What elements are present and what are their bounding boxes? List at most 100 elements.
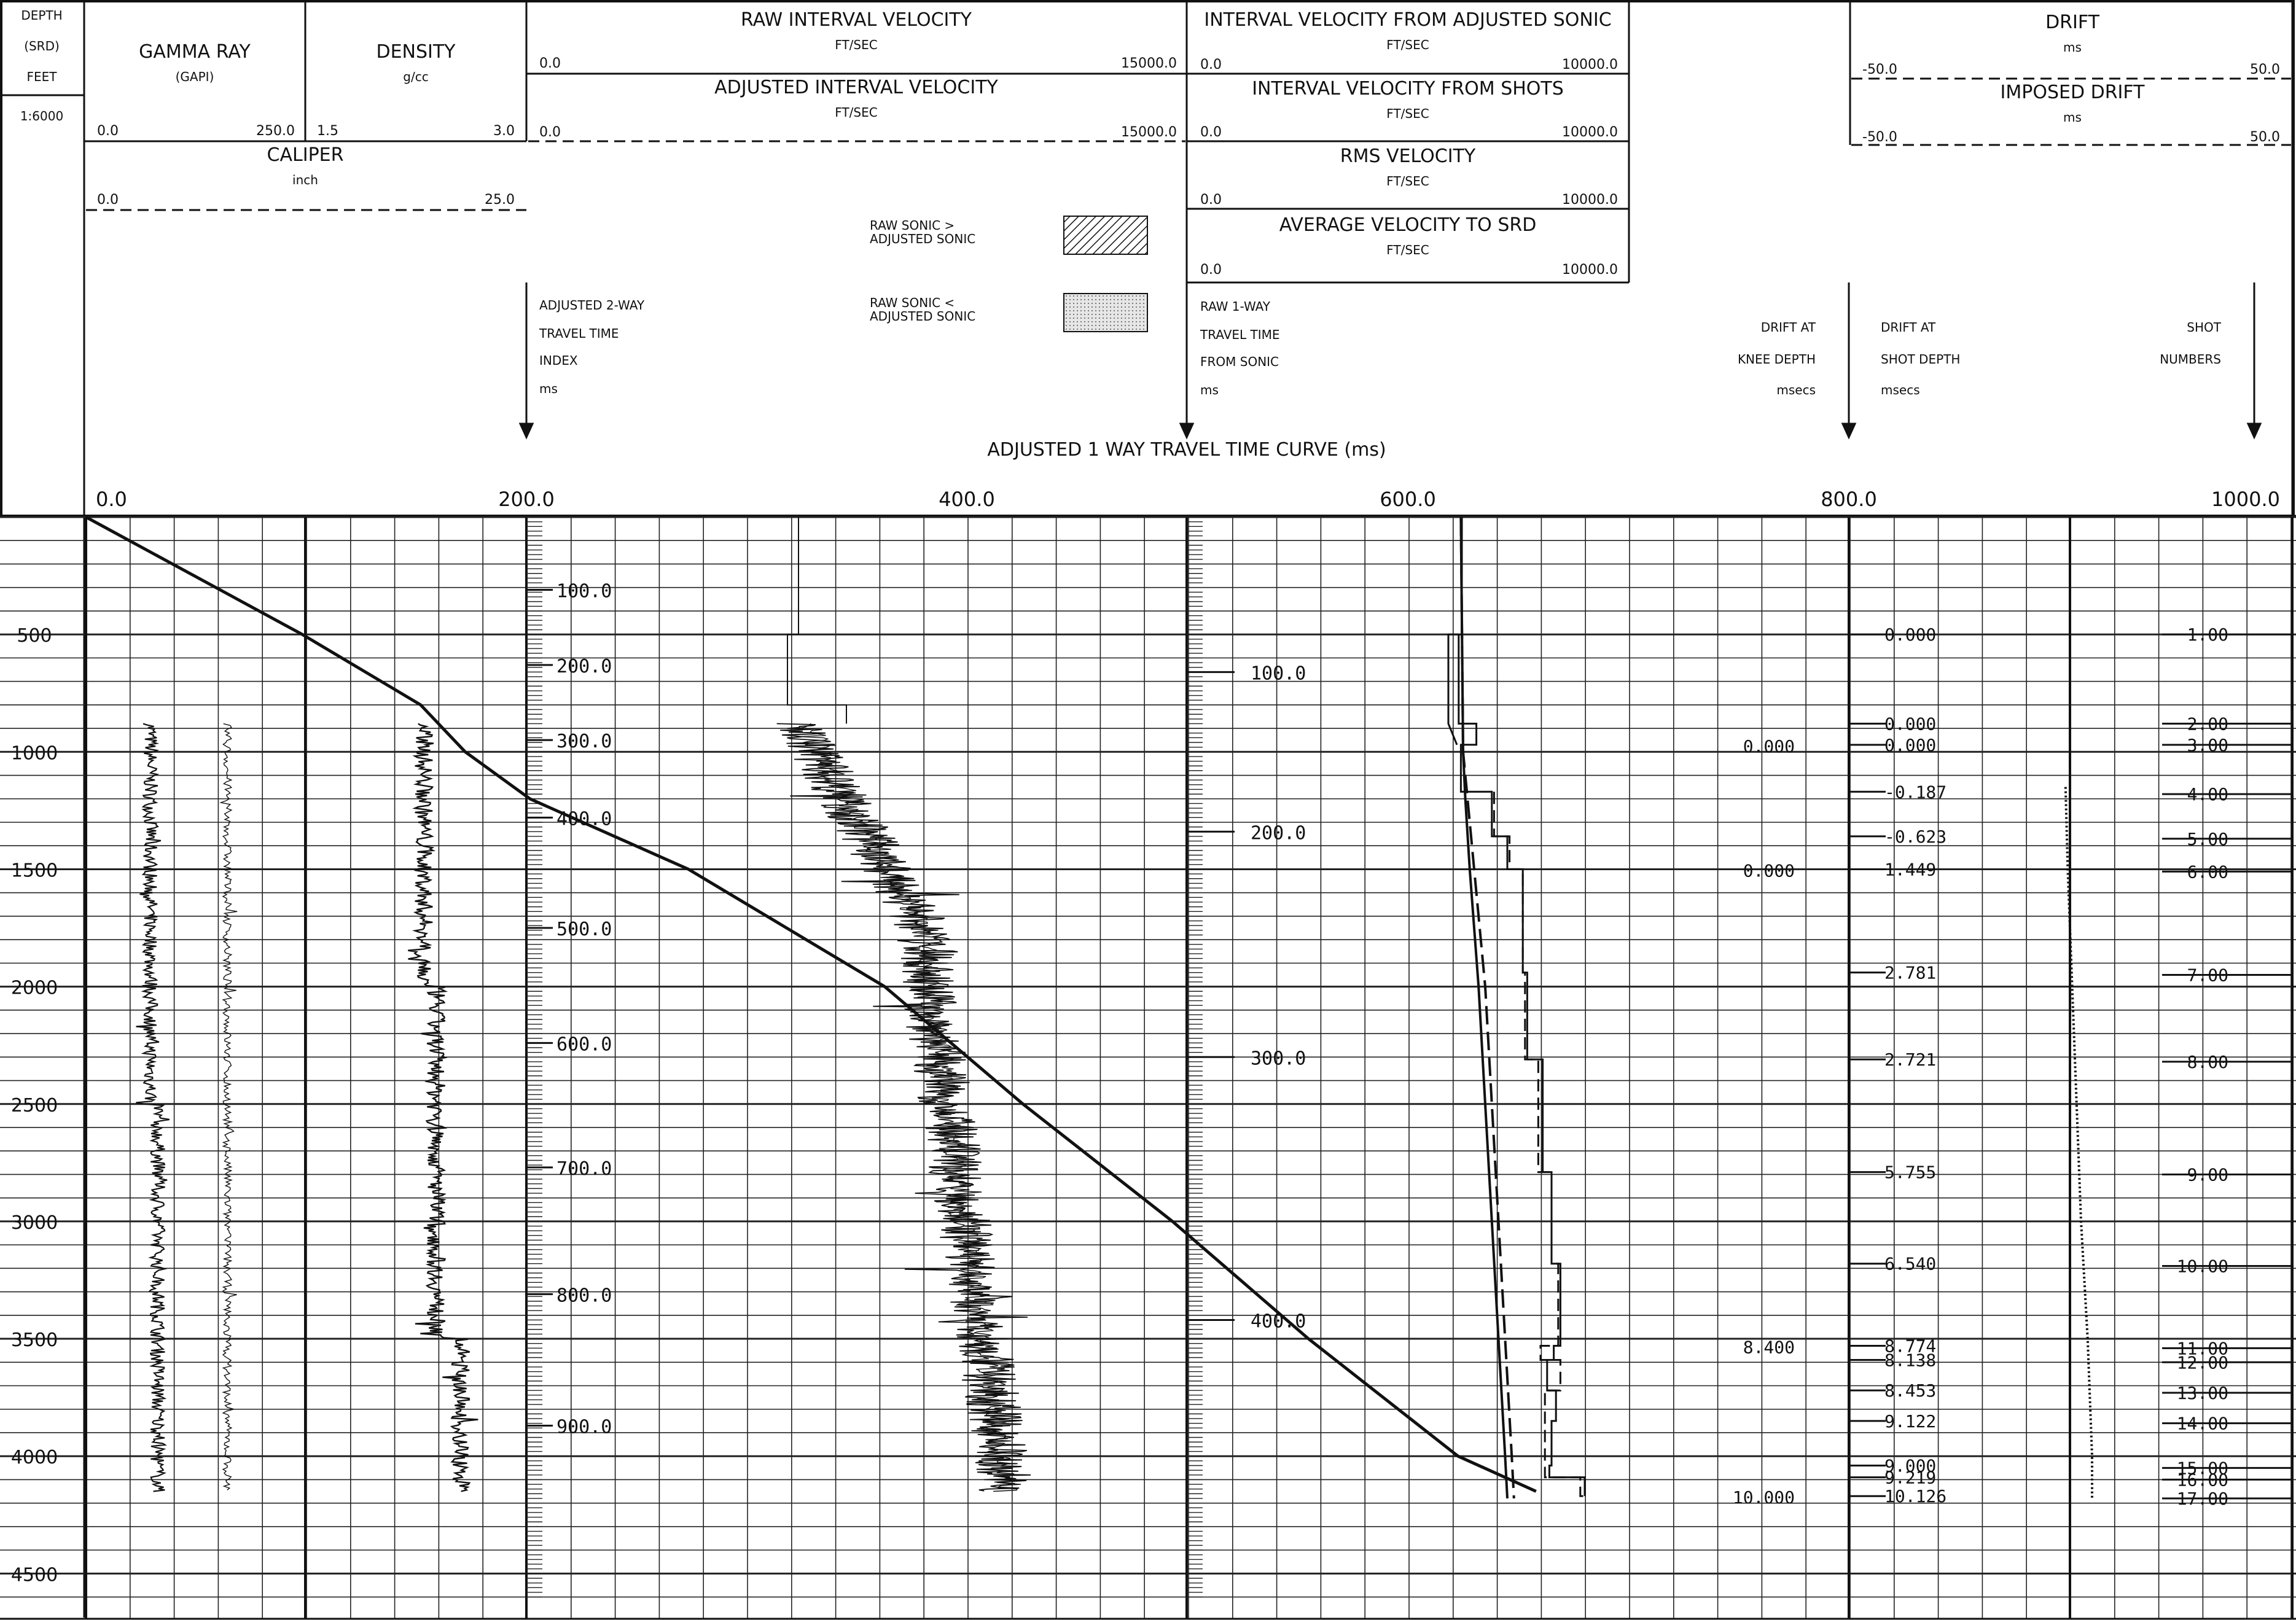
drift-shot-label: 5.755 <box>1884 1162 1936 1183</box>
drift-shot-label: 9.219 <box>1884 1468 1936 1488</box>
gamma-ray-min: 0.0 <box>97 123 119 139</box>
two-way-index-label: 200.0 <box>556 656 612 677</box>
gamma-ray-unit: (GAPI) <box>176 69 214 84</box>
two-way-index-label: 600.0 <box>556 1034 612 1055</box>
legend-greater-line1: RAW SONIC > <box>870 218 955 233</box>
feet-label: FEET <box>27 69 58 84</box>
imposed-drift-max: 50.0 <box>2250 130 2280 145</box>
rms-velocity-curve <box>1459 516 1515 1499</box>
depth-tick-label: 500 <box>17 625 52 647</box>
raw-1way-line1: RAW 1-WAY <box>1200 299 1271 314</box>
gamma-ray-log <box>136 723 170 1492</box>
plot-grid <box>0 516 2296 1620</box>
one-way-index-label: 300.0 <box>1251 1048 1306 1069</box>
tt-tick-1000: 1000.0 <box>2211 488 2280 511</box>
drift-knee-line1: DRIFT AT <box>1761 320 1816 335</box>
gamma-ray-max: 250.0 <box>256 123 295 139</box>
shot-number-label: 13.00 <box>2177 1383 2228 1403</box>
raw-1way-line4: ms <box>1200 383 1219 397</box>
plot-area: 500 1000 1500 2000 2500 3000 3500 4000 4500 100.0… <box>11 515 2292 1586</box>
drift-knee-label: 10.000 <box>1733 1487 1795 1508</box>
shot-number-label: 10.00 <box>2177 1256 2228 1277</box>
depth-tick-label: 1000 <box>11 742 58 764</box>
header-arrows <box>518 282 2262 440</box>
drift-max: 50.0 <box>2250 62 2280 77</box>
drift-knee-label: 0.000 <box>1743 860 1795 881</box>
interval-velocity-shots-curve <box>1458 634 1586 1497</box>
depth-header: DEPTH (SRD) FEET 1:6000 <box>20 8 63 123</box>
near-surface-velocity <box>1447 517 1463 746</box>
rms-unit: FT/SEC <box>1386 174 1429 189</box>
shot-number-label: 2.00 <box>2187 714 2228 734</box>
iv-sonic-unit: FT/SEC <box>1386 37 1429 52</box>
drift-knee-line3: msecs <box>1776 383 1816 397</box>
legend-less-line1: RAW SONIC < <box>870 295 955 310</box>
raw-iv-min: 0.0 <box>539 56 561 71</box>
depth-tick-label: 3000 <box>11 1212 58 1234</box>
depth-tick-label: 1500 <box>11 860 58 881</box>
two-way-index-label: 500.0 <box>556 919 612 940</box>
drift-shot-label: 9.122 <box>1884 1411 1936 1431</box>
tt-tick-0: 0.0 <box>96 488 127 511</box>
caliper-unit: inch <box>292 173 318 187</box>
raw-interval-velocity-log <box>776 723 1031 1492</box>
drift-shot-line3: msecs <box>1881 383 1920 397</box>
adj-2way-line3: INDEX <box>539 353 578 368</box>
imposed-drift-min: -50.0 <box>1862 130 1897 145</box>
drift-knee-label: 8.400 <box>1743 1338 1795 1358</box>
one-way-index-label: 100.0 <box>1251 663 1306 684</box>
iv-sonic-title: INTERVAL VELOCITY FROM ADJUSTED SONIC <box>1204 9 1611 31</box>
drift-shot-label: 8.774 <box>1884 1336 1936 1357</box>
caliper-min: 0.0 <box>97 192 119 208</box>
adjusted-interval-velocity-log <box>797 723 1021 1492</box>
iv-sonic-min: 0.0 <box>1200 57 1222 72</box>
density-max: 3.0 <box>493 123 515 139</box>
two-way-index-label: 400.0 <box>556 808 612 830</box>
density-min: 1.5 <box>317 123 338 139</box>
drift-knee-line2: KNEE DEPTH <box>1738 352 1816 367</box>
drift-title: DRIFT <box>2045 12 2100 33</box>
drift-shot-line2: SHOT DEPTH <box>1881 352 1960 367</box>
shot-number-label: 1.00 <box>2187 625 2228 645</box>
avg-unit: FT/SEC <box>1386 243 1429 257</box>
caliper-title: CALIPER <box>267 144 344 166</box>
drift-shot-label: 6.540 <box>1884 1254 1936 1274</box>
imposed-drift-unit: ms <box>2063 110 2082 125</box>
adj-2way-line1: ADJUSTED 2-WAY <box>539 298 645 313</box>
raw-1way-line2: TRAVEL TIME <box>1200 327 1280 342</box>
drift-shot-line1: DRIFT AT <box>1881 320 1936 335</box>
avg-title: AVERAGE VELOCITY TO SRD <box>1279 214 1537 236</box>
iv-shots-unit: FT/SEC <box>1386 106 1429 121</box>
drift-shot-label: 8.453 <box>1884 1381 1936 1401</box>
iv-sonic-max: 10000.0 <box>1562 57 1618 72</box>
shot-number-label: 4.00 <box>2187 784 2228 804</box>
velocity-headers: INTERVAL VELOCITY FROM ADJUSTED SONIC FT… <box>1189 9 1816 397</box>
density-log <box>408 723 478 1492</box>
iv-shots-min: 0.0 <box>1200 125 1222 140</box>
scale-label: 1:6000 <box>20 109 63 123</box>
depth-tick-label: 2000 <box>11 978 58 999</box>
drift-shot-label: 9.000 <box>1884 1455 1936 1476</box>
raw-1way-line3: FROM SONIC <box>1200 354 1279 369</box>
drift-headers: DRIFT ms -50.0 50.0 IMPOSED DRIFT ms -50… <box>1849 12 2291 397</box>
avg-max: 10000.0 <box>1562 262 1618 278</box>
drift-shot-label: -0.623 <box>1884 827 1947 847</box>
two-way-index-label: 900.0 <box>556 1417 612 1438</box>
depth-tick-label: 4500 <box>11 1564 58 1586</box>
drift-shot-label: 2.721 <box>1884 1049 1936 1070</box>
adj-2way-line2: TRAVEL TIME <box>539 326 619 341</box>
tt-tick-200: 200.0 <box>498 488 555 511</box>
depth-label: DEPTH <box>21 8 62 23</box>
drift-knee-label: 0.000 <box>1743 736 1795 757</box>
legend-less-line2: ADJUSTED SONIC <box>870 309 975 324</box>
interval-velocity-headers: RAW INTERVAL VELOCITY FT/SEC 0.0 15000.0… <box>528 9 1185 396</box>
tt-tick-800: 800.0 <box>1821 488 1877 511</box>
legend-greater-swatch <box>1063 216 1148 255</box>
drift-shot-label: 0.000 <box>1884 735 1936 755</box>
gamma-ray-title: GAMMA RAY <box>139 41 251 63</box>
shot-numbers-line2: NUMBERS <box>2160 352 2221 367</box>
rms-max: 10000.0 <box>1562 192 1618 208</box>
shot-number-label: 15.00 <box>2177 1458 2228 1478</box>
one-way-index-label: 400.0 <box>1251 1310 1306 1332</box>
